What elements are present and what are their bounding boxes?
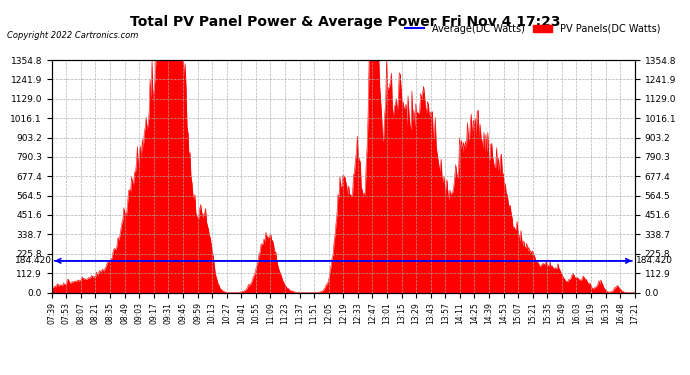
- Text: Copyright 2022 Cartronics.com: Copyright 2022 Cartronics.com: [7, 30, 138, 39]
- Text: Total PV Panel Power & Average Power Fri Nov 4 17:23: Total PV Panel Power & Average Power Fri…: [130, 15, 560, 29]
- Legend: Average(DC Watts), PV Panels(DC Watts): Average(DC Watts), PV Panels(DC Watts): [401, 20, 664, 38]
- Text: 184.420: 184.420: [635, 256, 673, 265]
- Text: 184.420: 184.420: [14, 256, 52, 265]
